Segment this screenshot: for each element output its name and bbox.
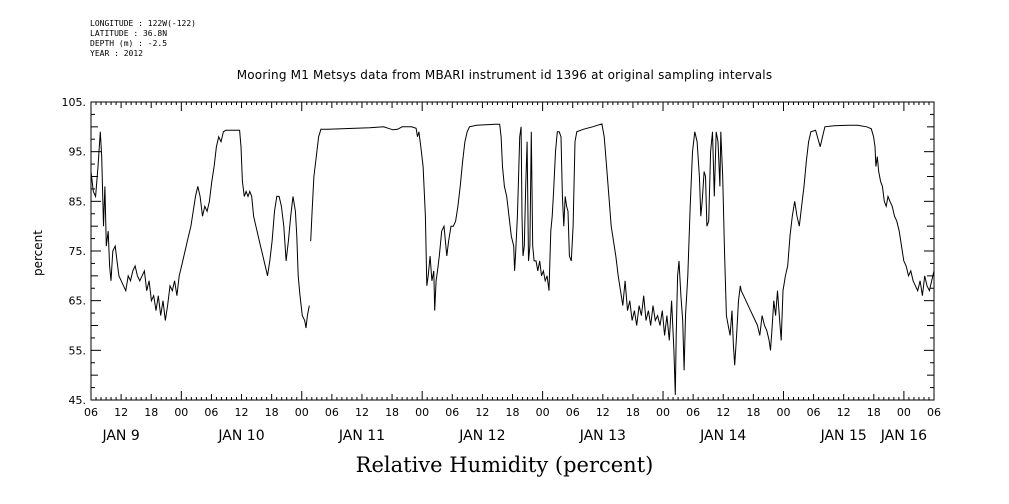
y-tick-label: 45. xyxy=(69,394,87,407)
x-hour-label: 00 xyxy=(415,406,429,419)
humidity-line-segment xyxy=(310,123,935,396)
x-day-label: JAN 14 xyxy=(699,428,746,444)
x-hour-label: 12 xyxy=(114,406,128,419)
y-tick-label: 65. xyxy=(69,295,87,308)
longitude-label: LONGITUDE : 122W(-122) xyxy=(90,19,196,28)
x-hour-label: 12 xyxy=(837,406,851,419)
year-label: YEAR : 2012 xyxy=(90,49,143,58)
x-hour-label: 06 xyxy=(566,406,580,419)
x-day-label: JAN 16 xyxy=(880,428,927,444)
x-hour-label: 18 xyxy=(506,406,520,419)
x-hour-label: 12 xyxy=(355,406,369,419)
y-tick-label: 95. xyxy=(69,146,87,159)
x-hour-label: 12 xyxy=(596,406,610,419)
x-day-label: JAN 11 xyxy=(338,428,385,444)
x-hour-label: 12 xyxy=(475,406,489,419)
chart-title: Mooring M1 Metsys data from MBARI instru… xyxy=(236,68,773,82)
x-hour-label: 18 xyxy=(867,406,881,419)
x-hour-label: 06 xyxy=(686,406,700,419)
x-hour-label: 06 xyxy=(204,406,218,419)
x-hour-label: 06 xyxy=(927,406,941,419)
x-hour-label: 00 xyxy=(776,406,790,419)
latitude-label: LATITUDE : 36.8N xyxy=(90,29,168,38)
y-tick-label: 105. xyxy=(62,96,87,109)
x-day-label: JAN 12 xyxy=(458,428,505,444)
x-day-label: JAN 9 xyxy=(101,428,139,444)
x-axis-title: Relative Humidity (percent) xyxy=(355,453,654,477)
x-day-label: JAN 13 xyxy=(579,428,626,444)
x-hour-label: 00 xyxy=(656,406,670,419)
metadata-block: LONGITUDE : 122W(-122) LATITUDE : 36.8N … xyxy=(90,19,196,59)
x-hour-label: 12 xyxy=(716,406,730,419)
x-hour-label: 00 xyxy=(897,406,911,419)
x-hour-label: 06 xyxy=(325,406,339,419)
x-hour-label: 00 xyxy=(295,406,309,419)
x-hour-label: 06 xyxy=(445,406,459,419)
x-hour-label: 18 xyxy=(746,406,760,419)
y-tick-label: 55. xyxy=(69,344,87,357)
x-hour-label: 00 xyxy=(174,406,188,419)
x-day-label: JAN 15 xyxy=(820,428,867,444)
y-tick-label: 85. xyxy=(69,195,87,208)
humidity-line-segment xyxy=(90,129,310,329)
y-axis-title: percent xyxy=(31,230,45,276)
x-hour-label: 12 xyxy=(235,406,249,419)
x-hour-label: 18 xyxy=(385,406,399,419)
x-day-label: JAN 10 xyxy=(217,428,264,444)
x-hour-label: 18 xyxy=(144,406,158,419)
y-tick-label: 75. xyxy=(69,245,87,258)
x-hour-label: 00 xyxy=(536,406,550,419)
x-hour-label: 18 xyxy=(265,406,279,419)
x-hour-label: 06 xyxy=(807,406,821,419)
depth-label: DEPTH (m) : -2.5 xyxy=(90,39,168,48)
x-hour-label: 18 xyxy=(626,406,640,419)
x-hour-label: 06 xyxy=(84,406,98,419)
